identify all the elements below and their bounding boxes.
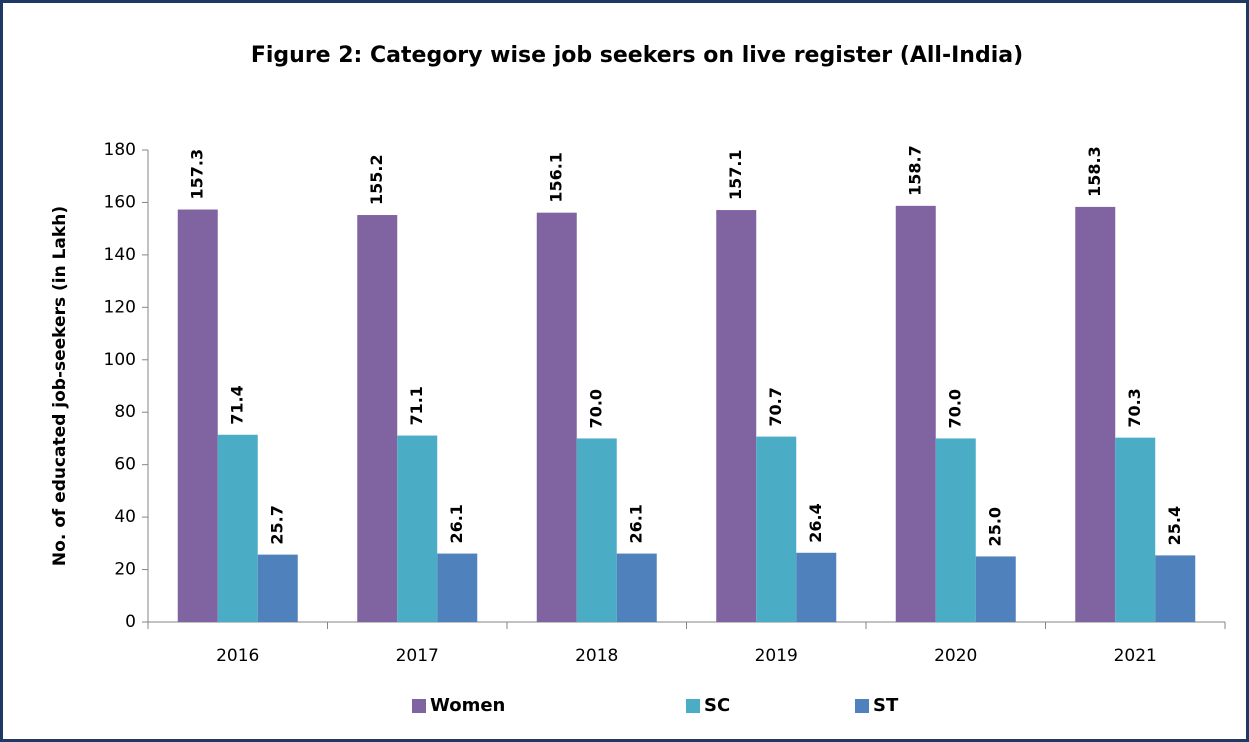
y-tick-label: 180 bbox=[104, 140, 136, 160]
x-tick-label: 2018 bbox=[575, 646, 618, 666]
bar bbox=[716, 210, 757, 622]
y-tick-label: 0 bbox=[125, 612, 136, 632]
bar bbox=[975, 556, 1016, 622]
bar bbox=[217, 434, 258, 622]
x-tick-label: 2020 bbox=[934, 646, 977, 666]
legend-swatch bbox=[855, 699, 869, 713]
x-tick-label: 2021 bbox=[1114, 646, 1157, 666]
value-label: 156.1 bbox=[546, 152, 565, 203]
legend-label: Women bbox=[430, 695, 505, 716]
value-label: 158.3 bbox=[1085, 146, 1104, 197]
value-label: 26.1 bbox=[626, 504, 645, 543]
value-label: 70.0 bbox=[945, 389, 964, 428]
bar bbox=[357, 215, 398, 622]
legend-label: SC bbox=[704, 695, 730, 716]
value-label: 25.4 bbox=[1165, 506, 1184, 545]
legend-swatch bbox=[412, 699, 426, 713]
legend-swatch bbox=[686, 699, 700, 713]
bar bbox=[1115, 437, 1156, 622]
y-tick-label: 160 bbox=[104, 192, 136, 212]
value-label: 71.4 bbox=[227, 385, 246, 424]
value-label: 70.7 bbox=[766, 387, 785, 426]
bar bbox=[177, 209, 218, 622]
value-label: 157.1 bbox=[726, 149, 745, 200]
bar bbox=[257, 554, 298, 622]
x-tick-label: 2017 bbox=[396, 646, 439, 666]
bar bbox=[437, 553, 478, 622]
bar bbox=[397, 435, 438, 622]
value-label: 70.3 bbox=[1125, 388, 1144, 427]
bar bbox=[536, 212, 577, 622]
bar bbox=[895, 205, 936, 622]
bar bbox=[935, 438, 976, 622]
value-label: 25.7 bbox=[267, 505, 286, 544]
chart-title: Figure 2: Category wise job seekers on l… bbox=[251, 43, 1023, 68]
bar bbox=[756, 436, 797, 622]
x-tick-label: 2019 bbox=[755, 646, 798, 666]
legend-label: ST bbox=[873, 695, 899, 716]
bar bbox=[796, 552, 837, 622]
value-label: 158.7 bbox=[905, 145, 924, 196]
bar bbox=[1075, 206, 1116, 622]
value-label: 157.3 bbox=[187, 149, 206, 200]
y-tick-label: 60 bbox=[114, 455, 136, 475]
x-tick-label: 2016 bbox=[216, 646, 259, 666]
bar bbox=[616, 553, 657, 622]
y-tick-label: 120 bbox=[104, 297, 136, 317]
y-tick-label: 140 bbox=[104, 245, 136, 265]
y-tick-label: 80 bbox=[114, 402, 136, 422]
y-axis-title: No. of educated job-seekers (in Lakh) bbox=[50, 206, 70, 566]
value-label: 26.4 bbox=[806, 503, 825, 542]
value-label: 25.0 bbox=[985, 507, 1004, 546]
y-tick-label: 20 bbox=[114, 560, 136, 580]
value-label: 71.1 bbox=[407, 386, 426, 425]
value-label: 26.1 bbox=[447, 504, 466, 543]
value-label: 70.0 bbox=[586, 389, 605, 428]
bar bbox=[1155, 555, 1196, 622]
value-label: 155.2 bbox=[367, 154, 386, 205]
bar bbox=[576, 438, 617, 622]
y-tick-label: 100 bbox=[104, 350, 136, 370]
y-tick-label: 40 bbox=[114, 507, 136, 527]
